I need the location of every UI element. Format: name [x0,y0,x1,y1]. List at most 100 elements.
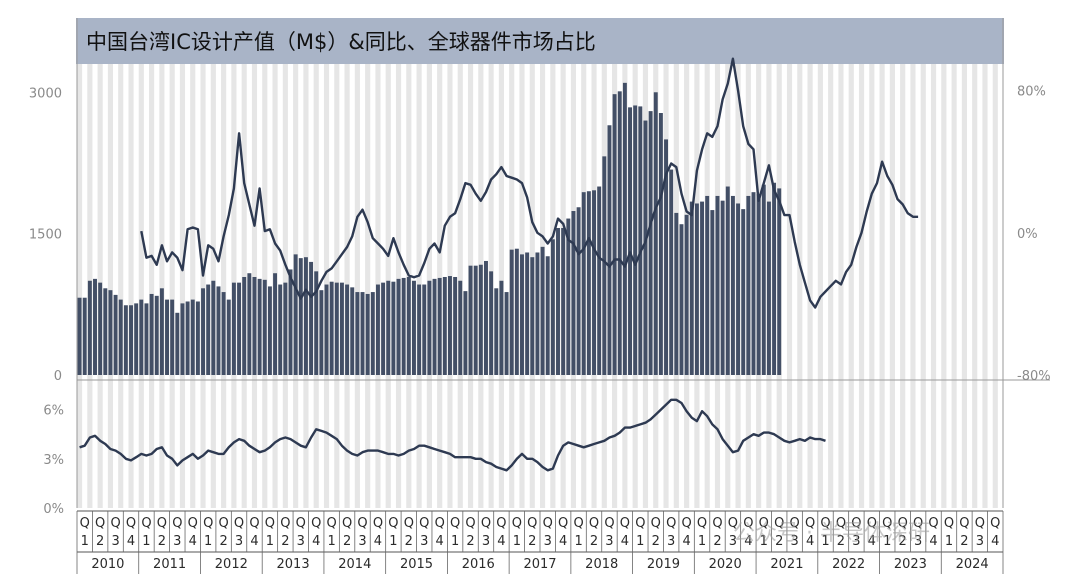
year-label: 2013 [277,557,310,572]
bar [442,276,447,375]
bar [98,282,103,375]
bar [566,218,571,375]
quarter-number: 4 [991,534,999,549]
quarter-number: 2 [158,534,166,549]
month-stripe [786,64,793,508]
bar [386,280,391,375]
quarter-number: 3 [976,534,984,549]
bar [777,188,782,375]
lower-tick-label: 6% [43,404,64,419]
quarter-label: Q [790,516,800,531]
quarter-number: 1 [81,534,89,549]
quarter-label: Q [465,516,475,531]
bar [211,280,216,375]
quarter-number: 2 [466,534,474,549]
bar [772,182,777,375]
year-label: 2018 [585,557,618,572]
quarter-number: 3 [420,534,428,549]
bar [437,277,442,375]
bar [679,224,684,375]
quarter-number: 3 [544,534,552,549]
bar [175,312,180,375]
bar [453,276,458,375]
bar [576,207,581,375]
bar [700,201,705,375]
bar [427,280,432,375]
chart-title: 中国台湾IC设计产值（M$）&同比、全球器件市场占比 [86,30,596,54]
bar [406,276,411,375]
bar [195,301,200,375]
month-stripe [190,64,196,508]
quarter-label: Q [311,516,321,531]
bar [628,107,632,376]
quarter-label: Q [759,516,769,531]
quarter-label: Q [728,516,738,531]
bar [617,91,622,376]
bar [165,299,169,375]
quarter-number: 2 [652,534,660,549]
quarter-label: Q [249,516,259,531]
bar [298,258,303,375]
month-stripe [992,64,998,508]
quarter-number: 4 [559,534,567,549]
year-label: 2016 [462,557,495,572]
bar [556,227,560,375]
quarter-label: Q [512,516,522,531]
quarter-number: 1 [945,534,953,549]
quarter-number: 2 [837,534,845,549]
quarter-number: 3 [358,534,366,549]
quarter-label: Q [234,516,244,531]
quarter-number: 1 [760,534,768,549]
quarter-number: 2 [96,534,104,549]
bar [561,227,566,375]
bar [216,286,221,375]
bar [705,195,710,375]
quarter-label: Q [604,516,614,531]
quarter-label: Q [342,516,352,531]
month-stripe [169,64,175,508]
month-stripe [982,64,988,508]
bar [185,301,190,375]
quarter-number: 1 [328,534,336,549]
month-stripe [77,64,83,508]
quarter-label: Q [357,516,367,531]
quarter-number: 4 [250,534,258,549]
bar [638,106,643,375]
bar [257,278,262,375]
quarter-label: Q [141,516,151,531]
bar [360,292,365,375]
month-stripe [107,64,114,508]
bar [118,299,123,375]
quarter-number: 2 [281,534,289,549]
quarter-number: 1 [574,534,582,549]
quarter-number: 4 [127,534,135,549]
month-stripe [221,64,227,508]
bar [159,288,164,375]
quarter-label: Q [450,516,460,531]
quarter-number: 3 [791,534,799,549]
yoy-line [140,57,919,309]
quarter-label: Q [558,516,568,531]
left-tick-label: 0 [54,369,62,384]
quarter-number: 3 [482,534,490,549]
quarter-number: 3 [605,534,613,549]
quarter-number: 1 [821,534,829,549]
quarter-label: Q [280,516,290,531]
quarter-label: Q [203,516,213,531]
bar [221,292,226,375]
watermark: 公众号 · 半导体深研 [733,521,930,546]
bar [658,113,663,376]
bar [607,125,612,376]
bar [365,293,370,375]
bar [190,299,195,375]
right-tick-label: -80% [1017,369,1051,384]
month-stripe [807,64,813,508]
bar [535,252,540,375]
quarter-number: 2 [775,534,783,549]
quarter-label: Q [172,516,182,531]
bar [417,284,422,375]
quarter-label: Q [80,516,90,531]
quarter-label: Q [820,516,830,531]
quarter-label: Q [697,516,707,531]
